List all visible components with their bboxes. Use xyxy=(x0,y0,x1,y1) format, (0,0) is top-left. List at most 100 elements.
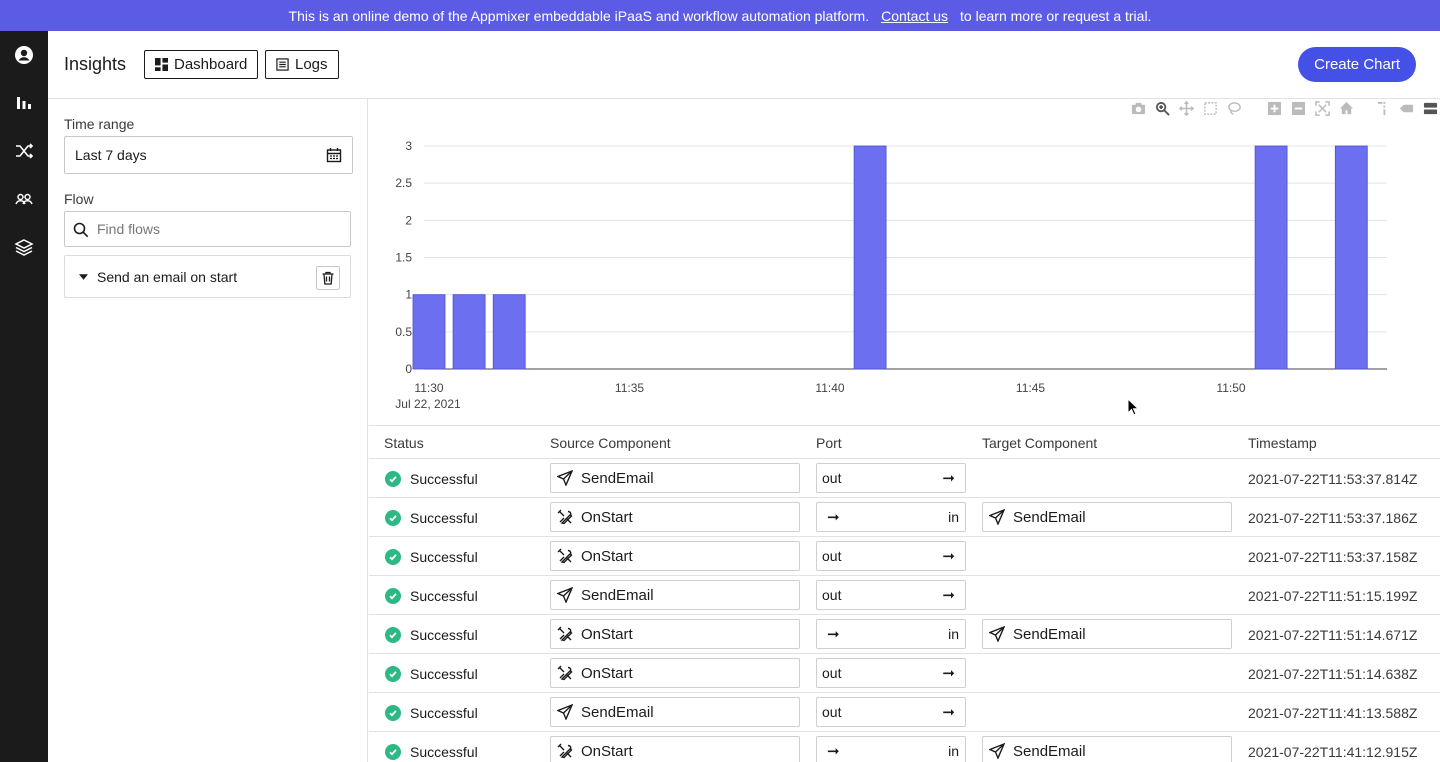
find-flows-placeholder: Find flows xyxy=(97,221,161,237)
dashboard-button[interactable]: Dashboard xyxy=(144,50,259,79)
table-row[interactable]: Successful OnStart ➞ in SendEmail 2021-07… xyxy=(369,615,1440,654)
port-badge[interactable]: out ➞ xyxy=(816,580,966,610)
arrow-right-icon: ➞ xyxy=(942,548,955,565)
logs-button[interactable]: Logs xyxy=(265,50,339,79)
port-badge[interactable]: out ➞ xyxy=(816,541,966,571)
status-text: Successful xyxy=(410,665,478,682)
lasso-icon[interactable] xyxy=(1224,99,1244,117)
flows-icon[interactable] xyxy=(12,139,36,163)
insights-icon[interactable] xyxy=(12,91,36,115)
logs-label: Logs xyxy=(295,56,328,73)
port-name: in xyxy=(948,743,959,759)
col-target[interactable]: Target Component xyxy=(982,435,1098,451)
target-component[interactable]: SendEmail xyxy=(982,619,1232,649)
status-text: Successful xyxy=(410,626,478,643)
target-component[interactable]: SendEmail xyxy=(982,502,1232,532)
table-row[interactable]: Successful OnStart ➞ in SendEmail 2021-07… xyxy=(369,732,1440,762)
col-timestamp[interactable]: Timestamp xyxy=(1248,435,1317,451)
chart-bar[interactable] xyxy=(1254,145,1288,370)
x-tick-date: Jul 22, 2021 xyxy=(395,397,461,411)
flow-item[interactable]: Send an email on start xyxy=(64,255,351,298)
timestamp: 2021-07-22T11:53:37.186Z xyxy=(1248,509,1418,526)
tools-icon xyxy=(557,509,573,525)
spike-lines-icon[interactable] xyxy=(1372,99,1392,117)
source-component-label: OnStart xyxy=(581,625,633,643)
source-component-label: SendEmail xyxy=(581,586,654,604)
chart-bar[interactable] xyxy=(492,294,526,370)
source-component[interactable]: OnStart xyxy=(550,541,800,571)
hover-closest-icon[interactable] xyxy=(1396,99,1416,117)
source-component[interactable]: OnStart xyxy=(550,502,800,532)
status-cell: Successful xyxy=(385,654,478,693)
port-badge[interactable]: ➞ in xyxy=(816,502,966,532)
mouse-cursor-icon xyxy=(1127,398,1139,416)
hover-compare-icon[interactable] xyxy=(1420,99,1440,117)
table-header: Status Source Component Port Target Comp… xyxy=(369,426,1440,459)
status-cell: Successful xyxy=(385,498,478,537)
port-name: in xyxy=(948,626,959,642)
zoom-out-icon[interactable] xyxy=(1288,99,1308,117)
send-icon xyxy=(989,509,1005,525)
source-component-label: OnStart xyxy=(581,508,633,526)
account-icon[interactable] xyxy=(12,43,36,67)
success-check-icon xyxy=(385,509,401,526)
delete-flow-button[interactable] xyxy=(316,266,340,290)
port-name: out xyxy=(822,665,842,681)
source-component[interactable]: SendEmail xyxy=(550,463,800,493)
time-range-select[interactable]: Last 7 days xyxy=(64,136,353,174)
table-row[interactable]: Successful SendEmail out ➞ 2021-07-22T11:… xyxy=(369,576,1440,615)
port-name: in xyxy=(948,509,959,525)
contact-us-link[interactable]: Contact us xyxy=(881,7,949,24)
col-source[interactable]: Source Component xyxy=(550,435,671,451)
port-badge[interactable]: out ➞ xyxy=(816,658,966,688)
zoom-icon[interactable] xyxy=(1152,99,1172,117)
create-chart-button[interactable]: Create Chart xyxy=(1298,47,1416,82)
x-tick-label: 11:40 xyxy=(815,381,844,395)
home-icon[interactable] xyxy=(1336,99,1356,117)
table-row[interactable]: Successful OnStart ➞ in SendEmail 2021-07… xyxy=(369,498,1440,537)
source-component[interactable]: OnStart xyxy=(550,736,800,762)
port-badge[interactable]: out ➞ xyxy=(816,463,966,493)
source-component[interactable]: SendEmail xyxy=(550,580,800,610)
layers-icon[interactable] xyxy=(12,235,36,259)
chart-bar[interactable] xyxy=(1334,145,1368,370)
y-tick-label: 1 xyxy=(405,288,412,302)
banner-text-after: to learn more or request a trial. xyxy=(960,7,1152,24)
source-component[interactable]: OnStart xyxy=(550,619,800,649)
col-status[interactable]: Status xyxy=(384,435,424,451)
success-check-icon xyxy=(385,626,401,643)
chart-bar[interactable] xyxy=(853,145,887,370)
arrow-right-icon: ➞ xyxy=(942,704,955,721)
table-row[interactable]: Successful SendEmail out ➞ 2021-07-22T11:… xyxy=(369,693,1440,732)
table-row[interactable]: Successful OnStart out ➞ 2021-07-22T11:51… xyxy=(369,654,1440,693)
send-icon xyxy=(989,626,1005,642)
chart-bar[interactable] xyxy=(412,294,446,370)
port-badge[interactable]: ➞ in xyxy=(816,736,966,762)
source-component-label: SendEmail xyxy=(581,703,654,721)
send-icon xyxy=(557,704,573,720)
find-flows-input[interactable]: Find flows xyxy=(64,211,351,247)
autoscale-icon[interactable] xyxy=(1312,99,1332,117)
pan-icon[interactable] xyxy=(1176,99,1196,117)
source-component[interactable]: SendEmail xyxy=(550,697,800,727)
success-check-icon xyxy=(385,470,401,487)
box-select-icon[interactable] xyxy=(1200,99,1220,117)
arrow-right-icon: ➞ xyxy=(827,743,840,760)
timestamp: 2021-07-22T11:53:37.814Z xyxy=(1248,470,1418,487)
zoom-in-icon[interactable] xyxy=(1264,99,1284,117)
source-component-label: OnStart xyxy=(581,742,633,760)
target-component[interactable]: SendEmail xyxy=(982,736,1232,762)
caret-down-icon[interactable] xyxy=(79,273,88,280)
table-row[interactable]: Successful OnStart out ➞ 2021-07-22T11:53… xyxy=(369,537,1440,576)
camera-icon[interactable] xyxy=(1128,99,1148,117)
source-component[interactable]: OnStart xyxy=(550,658,800,688)
chart-bar[interactable] xyxy=(452,294,486,370)
table-row[interactable]: Successful SendEmail out ➞ 2021-07-22T11:… xyxy=(369,459,1440,498)
col-port[interactable]: Port xyxy=(816,435,842,451)
port-badge[interactable]: ➞ in xyxy=(816,619,966,649)
people-icon[interactable] xyxy=(12,187,36,211)
target-component-label: SendEmail xyxy=(1013,625,1086,643)
tools-icon xyxy=(557,743,573,759)
port-badge[interactable]: out ➞ xyxy=(816,697,966,727)
time-range-label: Time range xyxy=(64,116,135,132)
